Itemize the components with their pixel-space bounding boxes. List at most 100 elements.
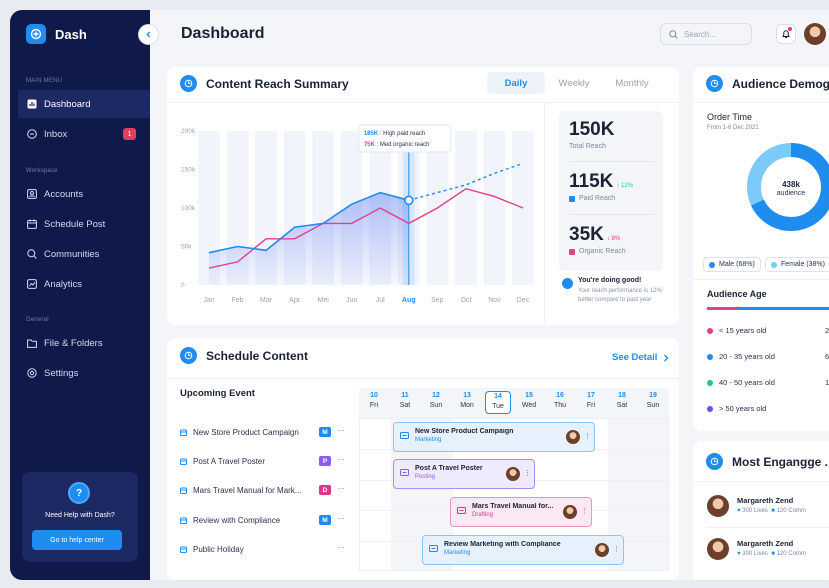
engaged-person[interactable]: Margareth Zend ♥ 300 Lives ■ 120 Comm	[707, 536, 829, 566]
upcoming-event[interactable]: New Store Product Campaign M ⋯	[180, 424, 345, 440]
main-menu-label: MAIN MENU	[26, 78, 63, 84]
legend-male: Male (68%)	[703, 257, 761, 272]
help-center-button[interactable]: Go to help center	[32, 530, 122, 550]
reach-icon	[180, 75, 197, 92]
more-icon[interactable]: ⋮	[584, 433, 591, 440]
question-icon: ?	[68, 482, 90, 504]
tab-monthly[interactable]: Monthly	[615, 77, 649, 89]
x-tick-label: Jul	[376, 297, 385, 304]
sidebar-item-label: Settings	[44, 367, 79, 379]
calendar-icon	[180, 517, 187, 524]
folder-icon	[27, 339, 37, 348]
most-engaged-card: Most Engangge . Margareth Zend ♥ 300 Liv…	[693, 441, 829, 580]
post-icon	[400, 469, 409, 476]
sidebar-item-label: File & Folders	[44, 337, 103, 349]
see-detail-link[interactable]: See Detail	[612, 352, 669, 363]
sidebar-item-dashboard[interactable]: Dashboard	[18, 90, 150, 118]
calendar-event[interactable]: Post A Travel Poster Posting ⋮	[393, 459, 535, 489]
calendar-day[interactable]: 11 Sat	[399, 392, 411, 409]
more-icon[interactable]: ⋯	[337, 484, 345, 493]
calendar-day[interactable]: 14 Tue	[485, 391, 511, 414]
calendar-day[interactable]: 10 Fri	[369, 392, 379, 409]
series-paid-line	[208, 191, 410, 254]
highlight-point	[404, 195, 414, 206]
person-meta: ♥ 300 Lives ■ 120 Comm	[737, 551, 806, 557]
reach-stats: 150K Total Reach 115K ↑ 12% Paid Reach 35…	[559, 111, 663, 271]
more-icon[interactable]: ⋯	[337, 455, 345, 464]
age-bar-under-15	[707, 307, 737, 310]
calendar-day[interactable]: 15 Wed	[521, 392, 537, 409]
upcoming-event[interactable]: Post A Travel Poster P ⋯	[180, 453, 345, 469]
engaged-person[interactable]: Margareth Zend ♥ 300 Lives ■ 120 Comm	[707, 493, 829, 523]
schedule-card: Schedule Content See Detail Upcoming Eve…	[167, 338, 679, 580]
sidebar-item-analytics[interactable]: Analytics	[18, 270, 150, 298]
age-value: 2	[825, 326, 829, 335]
engaged-icon	[706, 453, 723, 470]
audience-title: Audience Demog	[732, 77, 829, 91]
upcoming-event[interactable]: Mars Travel Manual for Mark... D ⋯	[180, 482, 345, 498]
event-label: New Store Product Campaign	[193, 427, 299, 437]
stat-value: 115K ↑ 12%	[569, 171, 634, 192]
calendar-grid: New Store Product Campaign Marketing ⋮ Post…	[359, 418, 670, 571]
age-row: 40 - 50 years old 1	[707, 378, 829, 387]
tab-weekly[interactable]: Weekly	[558, 77, 590, 89]
sidebar-item-inbox[interactable]: Inbox 1	[18, 120, 150, 148]
app-window: Dash MAIN MENU Dashboard Inbox 1 Workspa…	[10, 10, 829, 580]
audience-card: Audience Demog Order Time From 1-6 Dec 2…	[693, 67, 829, 431]
sidebar-item-settings[interactable]: Settings	[18, 359, 150, 387]
x-tick-label: Dec	[517, 297, 530, 304]
x-tick-label: Nov	[488, 297, 501, 304]
more-icon[interactable]: ⋮	[581, 508, 588, 515]
stat-delta-down: ↓ 8%	[606, 236, 621, 242]
person-name: Margareth Zend	[737, 496, 794, 505]
more-icon[interactable]: ⋯	[337, 426, 345, 435]
sidebar: Dash MAIN MENU Dashboard Inbox 1 Workspa…	[10, 10, 150, 580]
y-tick-label: 0	[181, 282, 185, 289]
search-input[interactable]: Search...	[660, 23, 752, 45]
calendar-icon	[27, 219, 37, 229]
sidebar-item-accounts[interactable]: Accounts	[18, 180, 150, 208]
analytics-icon	[27, 279, 37, 289]
sidebar-item-schedule-post[interactable]: Schedule Post	[18, 210, 150, 238]
calendar-day[interactable]: 17 Fri	[586, 392, 596, 409]
more-icon[interactable]: ⋯	[337, 514, 345, 523]
calendar-day[interactable]: 12 Sun	[429, 392, 443, 409]
event-avatar	[566, 430, 580, 444]
calendar-icon	[180, 487, 187, 494]
more-icon[interactable]: ⋮	[613, 546, 620, 553]
calendar-day[interactable]: 18 Sat	[616, 392, 628, 409]
sidebar-item-communities[interactable]: Communities	[18, 240, 150, 268]
upcoming-event[interactable]: Review with Compliance M ⋯	[180, 512, 345, 528]
weekend-column	[639, 419, 670, 570]
order-range: From 1-6 Dec 2021	[707, 125, 759, 131]
notification-button[interactable]	[776, 24, 796, 44]
donut-label: audience	[776, 190, 806, 197]
calendar-event[interactable]: New Store Product Campaign Marketing ⋮	[393, 422, 595, 452]
sidebar-item-label: Accounts	[44, 188, 84, 200]
sidebar-item-file-folders[interactable]: File & Folders	[18, 329, 150, 357]
logo[interactable]: Dash	[26, 24, 87, 44]
sidebar-item-label: Inbox	[44, 128, 68, 140]
engaged-title: Most Engangge .	[732, 455, 828, 469]
calendar-day[interactable]: 19 Sun	[646, 392, 660, 409]
performance-note: You're doing good! Your reach performanc…	[559, 277, 671, 305]
inbox-badge: 1	[123, 128, 136, 140]
main-content: Dashboard Search... Content Reach Summar…	[150, 10, 829, 580]
x-tick-label: Jan	[203, 297, 214, 304]
audience-icon	[706, 75, 723, 92]
collapse-sidebar-button[interactable]	[138, 24, 159, 45]
upcoming-title: Upcoming Event	[180, 388, 255, 399]
calendar-day[interactable]: 16 Thu	[553, 392, 567, 409]
user-avatar[interactable]	[804, 23, 826, 45]
more-icon[interactable]: ⋮	[524, 470, 531, 477]
calendar-event[interactable]: Review Marketing with Compliance Marketin…	[422, 535, 624, 565]
x-tick-label: Sep	[431, 297, 444, 304]
more-icon[interactable]: ⋯	[337, 543, 345, 552]
age-title: Audience Age	[707, 289, 767, 299]
y-tick-label: 200k	[181, 128, 196, 135]
calendar-event[interactable]: Mars Travel Manual for... Drafting ⋮	[450, 497, 592, 527]
x-tick-label: Jun	[346, 297, 357, 304]
tab-daily[interactable]: Daily	[487, 72, 545, 94]
calendar-day[interactable]: 13 Mon	[460, 392, 474, 409]
upcoming-event[interactable]: Public Holiday ⋯	[180, 541, 345, 557]
